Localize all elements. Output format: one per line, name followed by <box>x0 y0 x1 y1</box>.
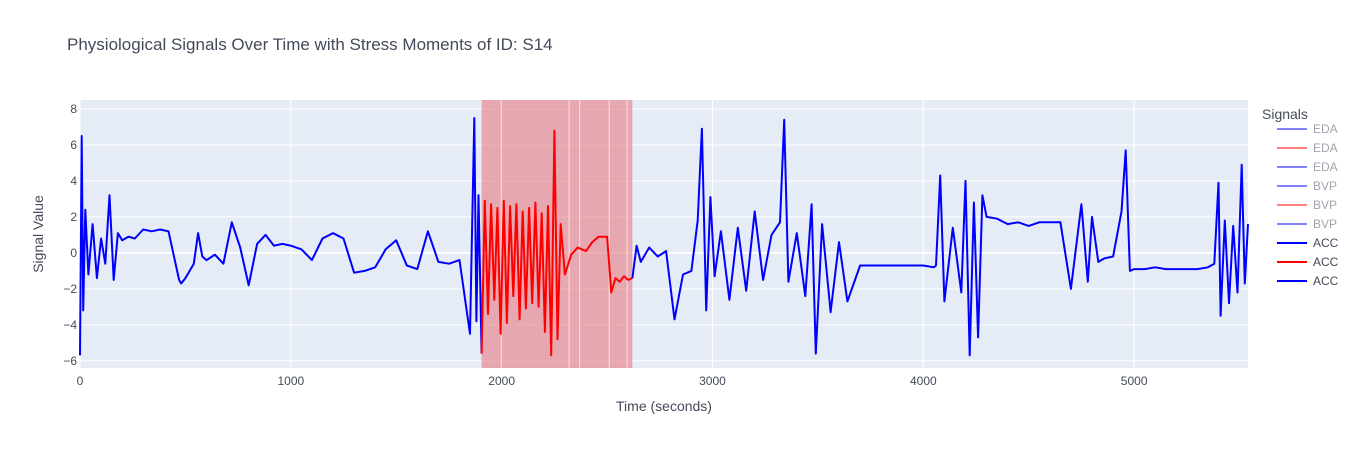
y-tick-label: 2 <box>70 210 77 224</box>
y-tick-label: 6 <box>70 138 77 152</box>
legend-item-acc[interactable]: ACC <box>1277 236 1339 250</box>
legend-item-acc[interactable]: ACC <box>1277 255 1339 269</box>
legend-label: ACC <box>1313 274 1339 288</box>
legend-label: ACC <box>1313 255 1339 269</box>
legend-item-eda[interactable]: EDA <box>1277 122 1338 136</box>
x-tick-labels: 0 1000 2000 3000 4000 5000 <box>77 374 1148 388</box>
chart-title: Physiological Signals Over Time with Str… <box>67 35 553 54</box>
legend-item-eda[interactable]: EDA <box>1277 141 1338 155</box>
legend-label: EDA <box>1313 141 1338 155</box>
legend-label: BVP <box>1313 179 1337 193</box>
stress-band <box>628 100 633 368</box>
x-tick-label: 3000 <box>699 374 726 388</box>
x-tick-label: 5000 <box>1121 374 1148 388</box>
legend-label: EDA <box>1313 160 1338 174</box>
y-tick-label: 0 <box>70 246 77 260</box>
y-tick-label: 4 <box>70 174 77 188</box>
legend-label: BVP <box>1313 198 1337 212</box>
x-tick-label: 4000 <box>910 374 937 388</box>
y-tick-label: 8 <box>70 102 77 116</box>
legend: Signals EDA EDA EDA BVP BVP BVP ACC ACC ACC <box>1262 106 1339 288</box>
x-axis-label: Time (seconds) <box>616 398 712 414</box>
y-axis-label: Signal Value <box>30 195 46 273</box>
x-tick-label: 2000 <box>488 374 515 388</box>
series-lines[interactable] <box>79 117 1249 357</box>
legend-label: EDA <box>1313 122 1338 136</box>
series-line-acc-2[interactable] <box>480 129 633 357</box>
x-tick-label: 0 <box>77 374 84 388</box>
legend-item-acc[interactable]: ACC <box>1277 274 1339 288</box>
series-line-acc-1[interactable] <box>79 117 483 356</box>
legend-label: ACC <box>1313 236 1339 250</box>
y-tick-label: −6 <box>63 354 77 368</box>
x-tick-label: 1000 <box>277 374 304 388</box>
legend-item-bvp[interactable]: BVP <box>1277 179 1337 193</box>
legend-title: Signals <box>1262 106 1308 122</box>
legend-item-eda[interactable]: EDA <box>1277 160 1338 174</box>
series-line-acc-3[interactable] <box>631 118 1249 357</box>
y-tick-labels: −6 −4 −2 0 2 4 6 8 <box>63 102 77 368</box>
grid-lines <box>79 100 1248 368</box>
legend-item-bvp[interactable]: BVP <box>1277 198 1337 212</box>
y-tick-label: −2 <box>63 282 77 296</box>
legend-item-bvp[interactable]: BVP <box>1277 217 1337 231</box>
legend-label: BVP <box>1313 217 1337 231</box>
plot-background <box>80 100 1248 368</box>
y-tick-label: −4 <box>63 318 77 332</box>
